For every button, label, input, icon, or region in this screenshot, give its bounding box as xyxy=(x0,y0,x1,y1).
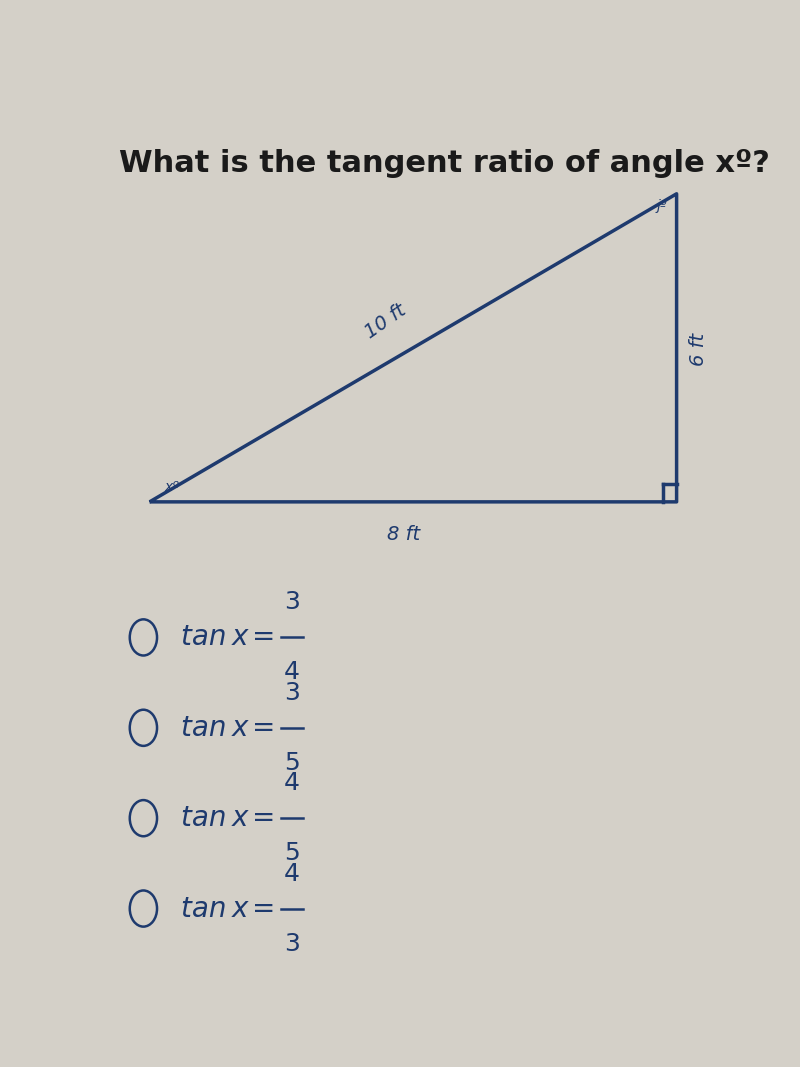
Text: =: = xyxy=(252,623,275,652)
Text: xº: xº xyxy=(164,480,178,494)
Text: =: = xyxy=(252,894,275,923)
Text: 5: 5 xyxy=(284,841,300,865)
Text: tan x: tan x xyxy=(181,623,248,652)
Text: 8 ft: 8 ft xyxy=(387,525,420,544)
Text: jº: jº xyxy=(657,200,667,213)
Text: 3: 3 xyxy=(284,590,300,615)
Text: 3: 3 xyxy=(284,681,300,705)
Text: tan x: tan x xyxy=(181,894,248,923)
Text: =: = xyxy=(252,714,275,742)
Text: =: = xyxy=(252,805,275,832)
Text: What is the tangent ratio of angle xº?: What is the tangent ratio of angle xº? xyxy=(118,148,770,177)
Text: 3: 3 xyxy=(284,931,300,956)
Text: tan x: tan x xyxy=(181,805,248,832)
Text: 4: 4 xyxy=(284,660,300,684)
Text: 4: 4 xyxy=(284,771,300,795)
Text: 5: 5 xyxy=(284,751,300,775)
Text: tan x: tan x xyxy=(181,714,248,742)
Text: 4: 4 xyxy=(284,861,300,886)
Text: 10 ft: 10 ft xyxy=(361,300,410,341)
Text: 6 ft: 6 ft xyxy=(689,333,708,366)
